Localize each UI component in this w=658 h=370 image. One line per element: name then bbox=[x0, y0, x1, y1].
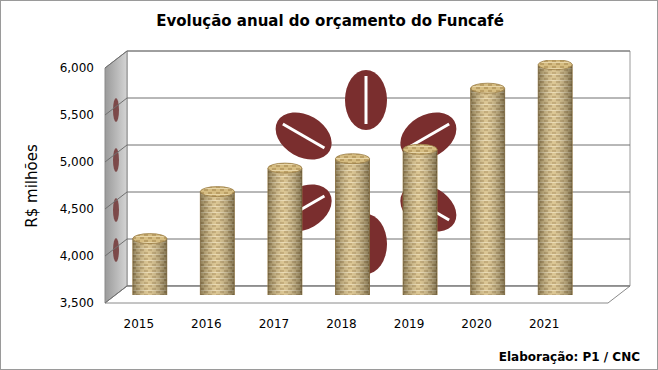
bar-shade bbox=[403, 149, 437, 295]
category-label: 2018 bbox=[326, 317, 357, 331]
tick-label: 6,000 bbox=[60, 61, 94, 75]
bar-top bbox=[200, 187, 234, 197]
chart: 3,500 4,000 4,500 5,000 5,500 6,000 2015 2016 20… bbox=[0, 0, 658, 370]
bar-shade bbox=[200, 192, 234, 295]
grid-line bbox=[105, 98, 127, 115]
category-label: 2021 bbox=[529, 317, 560, 331]
grid-line bbox=[105, 145, 127, 162]
bar bbox=[471, 83, 505, 295]
decoration bbox=[267, 103, 340, 169]
bar bbox=[538, 60, 572, 295]
bar-body bbox=[403, 149, 437, 295]
source: Elaboração: P1 / CNC bbox=[499, 350, 640, 364]
bar-body bbox=[268, 168, 302, 295]
side-wall bbox=[105, 51, 127, 303]
bar-top bbox=[336, 154, 370, 164]
grid-line bbox=[105, 286, 127, 303]
bar bbox=[200, 187, 234, 295]
bar-shade bbox=[133, 239, 167, 295]
category-label: 2020 bbox=[461, 317, 492, 331]
decoration bbox=[365, 76, 368, 124]
tick-label: 4,000 bbox=[60, 249, 94, 263]
tick-label: 4,500 bbox=[60, 202, 94, 216]
grid-line bbox=[127, 51, 630, 52]
bar-body bbox=[471, 88, 505, 295]
decoration bbox=[283, 124, 325, 148]
category-label: 2019 bbox=[394, 317, 425, 331]
decoration bbox=[113, 238, 119, 262]
bar bbox=[268, 163, 302, 295]
bar-top bbox=[538, 60, 572, 70]
tick-label: 5,000 bbox=[60, 155, 94, 169]
bar-body bbox=[133, 239, 167, 295]
bar-body bbox=[336, 159, 370, 295]
bar bbox=[336, 154, 370, 295]
bar-shade bbox=[471, 88, 505, 295]
bar-top bbox=[268, 163, 302, 173]
grid-line bbox=[105, 51, 127, 68]
bar-top bbox=[471, 83, 505, 93]
tick-label: 5,500 bbox=[60, 108, 94, 122]
bar-top bbox=[133, 234, 167, 244]
bar-top bbox=[403, 144, 437, 154]
bar-shade bbox=[336, 159, 370, 295]
tick-label: 3,500 bbox=[60, 296, 94, 310]
bar bbox=[133, 234, 167, 295]
grid-line bbox=[105, 192, 127, 209]
bar-shade bbox=[538, 65, 572, 295]
category-label: 2015 bbox=[124, 317, 155, 331]
bar-body bbox=[538, 65, 572, 295]
frame bbox=[1, 1, 658, 370]
bar-body bbox=[200, 192, 234, 295]
title: Evolução anual do orçamento do Funcafé bbox=[156, 12, 504, 30]
decoration bbox=[113, 98, 119, 122]
decoration bbox=[345, 70, 387, 130]
bar-shade bbox=[268, 168, 302, 295]
axis-label: R$ milhões bbox=[23, 144, 41, 228]
bars bbox=[133, 60, 572, 295]
grid-line bbox=[105, 239, 127, 256]
bar bbox=[403, 144, 437, 295]
category-label: 2017 bbox=[259, 317, 290, 331]
category-label: 2016 bbox=[191, 317, 222, 331]
